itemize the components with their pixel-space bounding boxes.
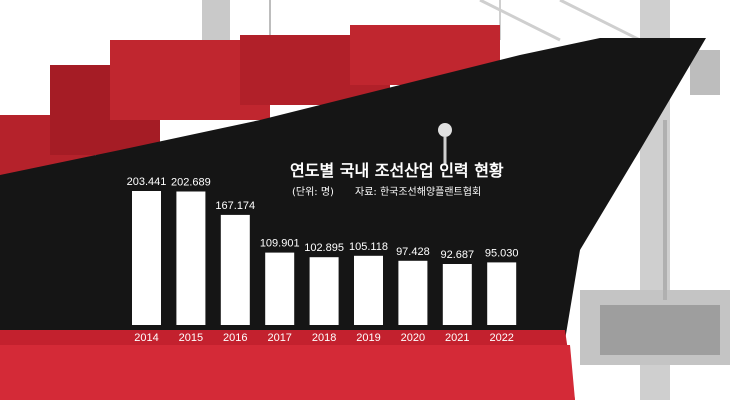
bar-2021 [442, 264, 472, 325]
x-tick-label-2019: 2019 [356, 332, 380, 344]
unit-note: (단위: 명) [292, 185, 334, 198]
bar-2015 [176, 191, 206, 325]
value-label-2019: 105.118 [349, 241, 388, 253]
x-tick-label-2020: 2020 [401, 332, 425, 344]
bar-2020 [398, 260, 428, 325]
source-note: 자료: 한국조선해양플랜트협회 [355, 185, 481, 198]
value-label-2015: 202.689 [171, 177, 211, 189]
x-tick-label-2018: 2018 [312, 332, 336, 344]
x-tick-label-2022: 2022 [489, 332, 513, 344]
x-tick-label-2016: 2016 [223, 332, 247, 344]
deck-mast [438, 123, 452, 165]
value-label-2014: 203.441 [127, 176, 167, 188]
value-label-2022: 95.030 [485, 247, 519, 259]
bar-series: 203.441 2014 202.689 2015 167.174 2016 109.901… [127, 176, 519, 344]
x-tick-label-2017: 2017 [267, 332, 291, 344]
chart-title: 연도별 국내 조선산업 인력 현황 [290, 161, 504, 180]
value-label-2021: 92.687 [440, 249, 474, 261]
bar-2016 [220, 214, 250, 325]
x-tick-label-2021: 2021 [445, 332, 469, 344]
value-label-2017: 109.901 [260, 238, 300, 250]
value-label-2020: 97.428 [396, 246, 430, 258]
bar-2019 [354, 255, 383, 325]
x-tick-label-2014: 2014 [134, 332, 158, 344]
bar-2017 [265, 252, 295, 325]
bar-2018 [309, 257, 339, 325]
bar-2022 [487, 262, 517, 325]
x-tick-label-2015: 2015 [179, 332, 203, 344]
value-label-2018: 102.895 [304, 242, 344, 254]
bar-2014 [132, 191, 161, 325]
value-label-2016: 167.174 [215, 200, 255, 212]
